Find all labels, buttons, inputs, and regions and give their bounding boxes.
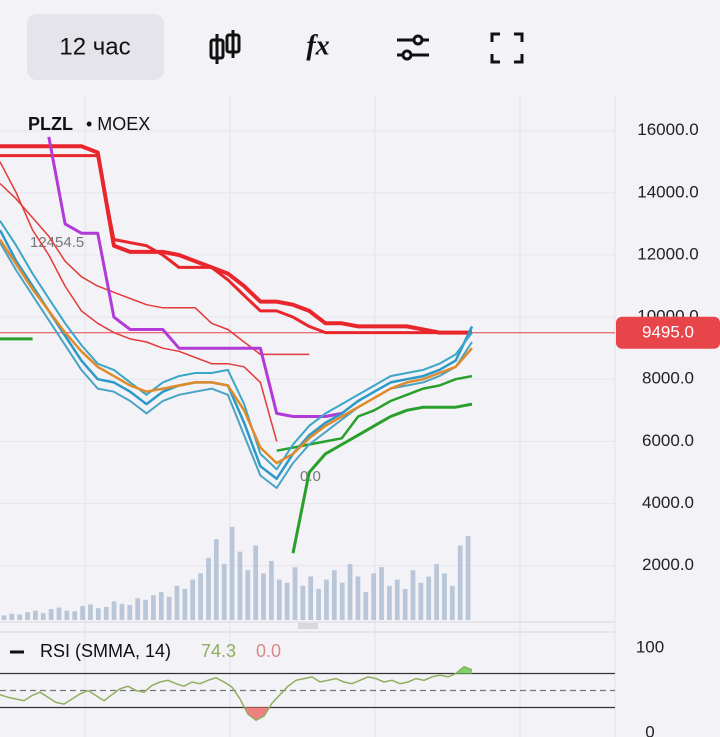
volume-bar (80, 606, 85, 620)
price-line (0, 144, 472, 335)
rsi-tick-label: 100 (636, 637, 664, 656)
volume-bar (33, 610, 38, 620)
volume-bar (465, 536, 471, 620)
volume-bar (269, 560, 274, 620)
price-line (0, 161, 278, 442)
price-line (0, 182, 310, 356)
volume-bar (434, 564, 439, 620)
rsi-value-2: 0.0 (256, 641, 281, 661)
fullscreen-icon[interactable] (490, 32, 524, 64)
volume-bar (151, 595, 156, 620)
volume-bar (245, 570, 251, 620)
volume-bar (174, 585, 180, 620)
low-label: 0.0 (300, 468, 321, 485)
volume-bar (426, 576, 432, 620)
y-tick-label: 12000.0 (637, 244, 698, 263)
volume-bar (284, 582, 290, 620)
price-line (0, 229, 474, 480)
volume-bar (72, 611, 78, 620)
volume-bar (221, 564, 227, 620)
interval-button[interactable] (27, 14, 164, 80)
volume-bar (229, 526, 235, 620)
price-line (0, 154, 472, 335)
rsi-tick-label: 0 (645, 722, 654, 737)
volume-bar (190, 579, 196, 620)
volume-bar (410, 570, 416, 620)
volume-bar (198, 573, 203, 620)
exchange: • MOEX (86, 114, 150, 134)
interval-label[interactable]: 12 час (59, 33, 130, 60)
rsi-title: RSI (SMMA, 14) (40, 641, 171, 661)
symbol: PLZL (28, 114, 73, 134)
volume-bar (111, 601, 117, 620)
vertical-grid (84, 95, 616, 737)
volume-bar (88, 604, 93, 620)
volume-bar (135, 598, 141, 620)
volume-bar (127, 605, 133, 620)
y-tick-label: 2000.0 (642, 555, 694, 574)
volume-bar (25, 612, 30, 620)
volume-bar (206, 557, 211, 620)
volume-bar (158, 592, 164, 620)
volume-bar (17, 614, 23, 620)
volume-bar (64, 610, 70, 620)
volume-bar (442, 573, 447, 620)
volume-bar (331, 570, 337, 620)
volume-bar (347, 564, 353, 620)
price-line (0, 220, 473, 471)
volume-bar (402, 588, 408, 620)
volume-bar (449, 585, 455, 620)
volume-bar (379, 567, 384, 620)
price-tag-label: 9495.0 (642, 322, 694, 341)
volume-bar (292, 567, 298, 620)
volume-bar (103, 606, 109, 620)
candles-icon[interactable] (209, 30, 241, 64)
volume-bar (182, 588, 188, 620)
price-line (47, 136, 343, 418)
volume-bar (95, 608, 101, 620)
volume-bar (300, 585, 306, 620)
volume-bar (316, 588, 321, 620)
y-tick-label: 16000.0 (637, 120, 698, 139)
y-tick-label: 4000.0 (642, 493, 694, 512)
volume-bar (363, 592, 369, 620)
volume-bar (1, 615, 7, 620)
pane-handle[interactable] (298, 623, 318, 629)
y-tick-label: 8000.0 (642, 369, 694, 388)
volume-bar (143, 599, 148, 620)
volume-bar (371, 573, 377, 620)
price-line (0, 238, 473, 465)
volume-bar (324, 579, 329, 620)
volume-bar (339, 582, 345, 620)
rsi-oversold-fill (244, 707, 270, 721)
rsi-value: 74.3 (201, 641, 236, 661)
volume-bar (276, 579, 282, 620)
volume-bar (394, 579, 400, 620)
volume-bar (355, 576, 361, 620)
volume-bar (308, 576, 314, 620)
volume-bar (253, 545, 259, 620)
plot: 2000.0 4000.0 6000.0 8000.0 100 0 0.0 12000.0 14… (0, 120, 720, 737)
volume-bar (119, 603, 125, 620)
price-tag (616, 316, 720, 349)
volume-bar (418, 582, 424, 620)
indicators-icon[interactable]: fx (306, 30, 329, 61)
volume-bar (166, 596, 172, 620)
price-line (0, 337, 473, 554)
volume-bar (40, 613, 46, 620)
volume-bar (48, 609, 54, 620)
volume-bar (261, 573, 266, 620)
volume-bar (9, 613, 15, 620)
volume-bar (213, 539, 219, 620)
volume-bar (457, 545, 463, 620)
rsi-line (0, 665, 473, 722)
settings-icon[interactable] (397, 34, 429, 61)
volume-bar (56, 607, 62, 620)
volume-bar (387, 585, 392, 620)
y-tick-label: 6000.0 (642, 431, 694, 450)
volume-bar (237, 551, 243, 620)
y-tick-label: 14000.0 (637, 182, 698, 201)
